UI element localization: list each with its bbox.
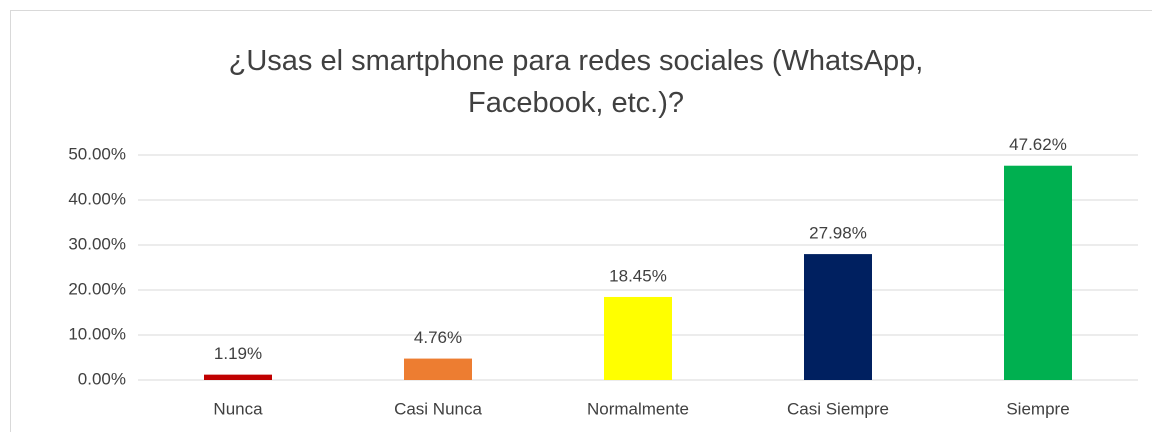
y-tick-label: 40.00% xyxy=(68,189,126,208)
bar xyxy=(204,374,272,380)
y-tick-label: 30.00% xyxy=(68,234,126,253)
chart-title: ¿Usas el smartphone para redes sociales … xyxy=(228,45,924,119)
data-label: 4.76% xyxy=(414,328,462,347)
data-label: 1.19% xyxy=(214,344,262,363)
bar xyxy=(804,254,872,380)
y-tick-label: 50.00% xyxy=(68,144,126,163)
bar xyxy=(1004,165,1072,380)
data-label: 27.98% xyxy=(809,224,867,243)
x-tick-label: Siempre xyxy=(1006,399,1069,418)
y-tick-label: 20.00% xyxy=(68,279,126,298)
chart-frame xyxy=(10,10,1152,432)
y-tick-label: 0.00% xyxy=(78,369,126,388)
bar xyxy=(404,358,472,380)
bar xyxy=(604,296,672,380)
x-tick-label: Normalmente xyxy=(587,399,689,418)
data-label: 18.45% xyxy=(609,266,667,285)
x-tick-label: Casi Siempre xyxy=(787,399,889,418)
data-label: 47.62% xyxy=(1009,135,1067,154)
x-tick-label: Casi Nunca xyxy=(394,399,482,418)
x-tick-label: Nunca xyxy=(213,399,263,418)
y-tick-label: 10.00% xyxy=(68,324,126,343)
